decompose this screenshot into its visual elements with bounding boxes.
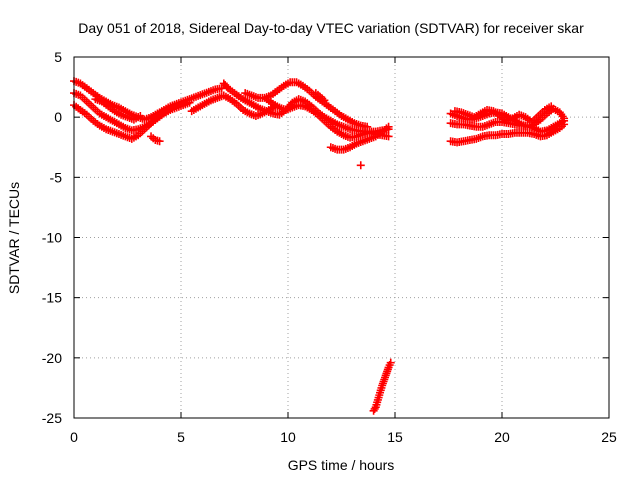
data-point-marker — [560, 120, 569, 129]
x-axis-label: GPS time / hours — [288, 457, 395, 473]
data-point-marker — [356, 161, 365, 170]
y-tick-label: -25 — [42, 410, 62, 426]
points-layer — [70, 77, 569, 415]
y-tick-label: -10 — [42, 230, 62, 246]
chart-title: Day 051 of 2018, Sidereal Day-to-day VTE… — [78, 20, 584, 36]
data-point-marker — [172, 101, 181, 110]
data-point-marker — [386, 358, 395, 367]
x-tick-label: 0 — [70, 429, 78, 445]
data-point-marker — [185, 98, 194, 107]
data-point-marker — [136, 111, 145, 120]
y-tick-label: -20 — [42, 350, 62, 366]
y-tick-label: -5 — [50, 169, 63, 185]
y-tick-label: -15 — [42, 290, 62, 306]
ticks-layer: 0 5 10 15 20 25 -25 -20 -15 -10 -5 0 5 — [42, 49, 617, 445]
x-tick-label: 15 — [387, 429, 403, 445]
y-tick-label: 0 — [54, 109, 62, 125]
x-tick-label: 20 — [494, 429, 510, 445]
y-tick-label: 5 — [54, 49, 62, 65]
grid-layer — [74, 57, 609, 418]
data-point-marker — [547, 102, 556, 111]
data-point-marker — [320, 96, 329, 105]
data-point-marker — [370, 404, 379, 413]
y-axis-label: SDTVAR / TECUs — [6, 182, 22, 294]
data-point-marker — [384, 122, 393, 131]
data-point-marker — [155, 137, 164, 146]
data-point-marker — [384, 132, 393, 141]
x-tick-label: 10 — [280, 429, 296, 445]
x-tick-label: 25 — [601, 429, 617, 445]
x-tick-label: 5 — [177, 429, 185, 445]
